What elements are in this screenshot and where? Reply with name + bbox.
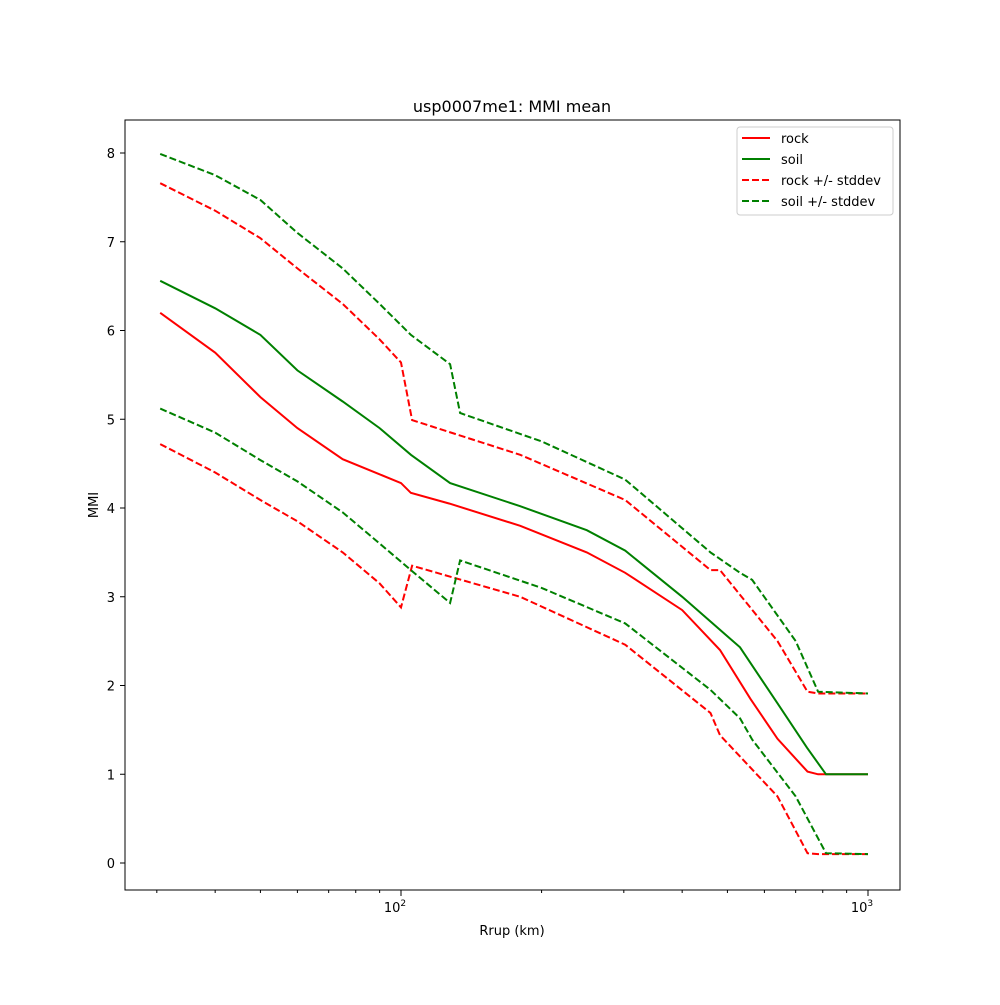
x-tick-label: 103 (851, 899, 873, 916)
x-tick-label: 102 (384, 899, 406, 916)
y-axis-label: MMI (87, 492, 102, 518)
legend-label: rock +/- stddev (781, 174, 881, 189)
chart-title: usp0007me1: MMI mean (413, 97, 611, 116)
x-axis-label: Rrup (km) (479, 924, 544, 939)
legend-box (736, 126, 894, 216)
y-tick-label: 1 (107, 768, 115, 783)
legend: rock soil rock +/- stddev soil +/- stddev (736, 126, 894, 216)
plot-frame (124, 119, 901, 891)
y-tick-label: 5 (107, 413, 115, 428)
y-tick-label: 3 (107, 591, 115, 606)
y-tick-label: 7 (107, 236, 115, 251)
series-line-soil-stddev-lower- (159, 407, 869, 856)
series-line-rock-stddev-lower- (159, 443, 868, 856)
y-tick-label: 6 (107, 325, 115, 340)
series-line-rock-stddev (159, 182, 868, 695)
y-tick-label: 0 (107, 857, 115, 872)
legend-label: rock (781, 132, 809, 147)
series-line-soil (159, 279, 868, 776)
legend-label: soil +/- stddev (781, 195, 876, 210)
y-tick-label: 8 (107, 147, 115, 162)
legend-label: soil (781, 153, 803, 168)
y-tick-label: 4 (107, 502, 115, 517)
series-line-soil-stddev (159, 152, 869, 695)
series-line-rock (159, 311, 868, 776)
y-tick-label: 2 (107, 680, 115, 695)
